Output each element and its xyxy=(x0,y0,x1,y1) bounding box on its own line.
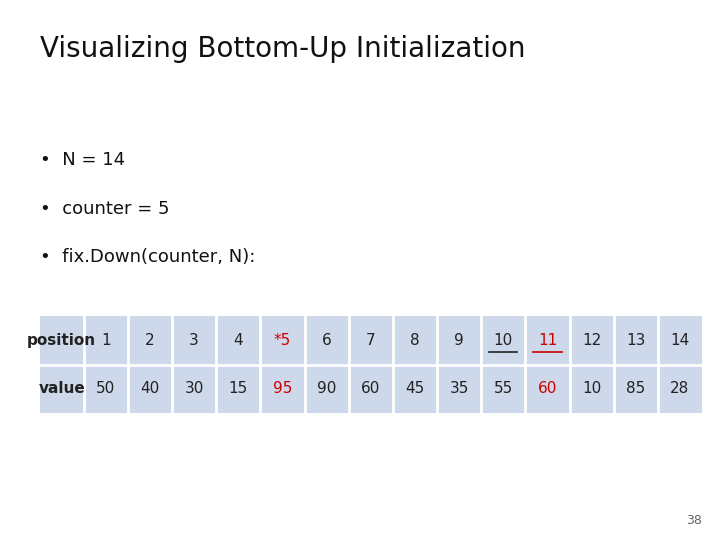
Text: 95: 95 xyxy=(273,381,292,396)
FancyBboxPatch shape xyxy=(84,316,128,364)
Text: 4: 4 xyxy=(233,333,243,348)
Text: value: value xyxy=(38,381,85,396)
Text: 1: 1 xyxy=(101,333,111,348)
FancyBboxPatch shape xyxy=(393,316,437,364)
Text: 55: 55 xyxy=(494,381,513,396)
Text: •  counter = 5: • counter = 5 xyxy=(40,200,169,218)
FancyBboxPatch shape xyxy=(216,316,261,364)
Text: •  N = 14: • N = 14 xyxy=(40,151,125,169)
FancyBboxPatch shape xyxy=(40,364,84,413)
FancyBboxPatch shape xyxy=(84,364,128,413)
FancyBboxPatch shape xyxy=(172,364,216,413)
Text: 50: 50 xyxy=(96,381,115,396)
FancyBboxPatch shape xyxy=(305,364,348,413)
FancyBboxPatch shape xyxy=(40,316,84,364)
FancyBboxPatch shape xyxy=(437,364,481,413)
FancyBboxPatch shape xyxy=(481,316,526,364)
Text: 38: 38 xyxy=(686,514,702,526)
Text: 60: 60 xyxy=(361,381,380,396)
FancyBboxPatch shape xyxy=(348,364,393,413)
FancyBboxPatch shape xyxy=(261,316,305,364)
Text: 30: 30 xyxy=(184,381,204,396)
FancyBboxPatch shape xyxy=(526,316,570,364)
Text: position: position xyxy=(27,333,96,348)
FancyBboxPatch shape xyxy=(128,316,172,364)
Text: 10: 10 xyxy=(494,333,513,348)
FancyBboxPatch shape xyxy=(613,364,658,413)
FancyBboxPatch shape xyxy=(570,316,613,364)
Text: 90: 90 xyxy=(317,381,336,396)
FancyBboxPatch shape xyxy=(348,316,393,364)
FancyBboxPatch shape xyxy=(526,364,570,413)
FancyBboxPatch shape xyxy=(261,364,305,413)
Text: Visualizing Bottom-Up Initialization: Visualizing Bottom-Up Initialization xyxy=(40,35,525,63)
Text: 10: 10 xyxy=(582,381,601,396)
Text: 3: 3 xyxy=(189,333,199,348)
Text: 60: 60 xyxy=(538,381,557,396)
Text: 13: 13 xyxy=(626,333,645,348)
FancyBboxPatch shape xyxy=(570,364,613,413)
Text: 8: 8 xyxy=(410,333,420,348)
FancyBboxPatch shape xyxy=(658,316,702,364)
Text: 85: 85 xyxy=(626,381,645,396)
Text: 6: 6 xyxy=(322,333,331,348)
Text: 15: 15 xyxy=(229,381,248,396)
Text: 11: 11 xyxy=(538,333,557,348)
Text: 12: 12 xyxy=(582,333,601,348)
Text: 35: 35 xyxy=(449,381,469,396)
Text: 14: 14 xyxy=(670,333,690,348)
FancyBboxPatch shape xyxy=(128,364,172,413)
FancyBboxPatch shape xyxy=(658,364,702,413)
FancyBboxPatch shape xyxy=(393,364,437,413)
Text: 40: 40 xyxy=(140,381,160,396)
Text: 45: 45 xyxy=(405,381,425,396)
FancyBboxPatch shape xyxy=(481,364,526,413)
Text: 9: 9 xyxy=(454,333,464,348)
FancyBboxPatch shape xyxy=(216,364,261,413)
Text: *5: *5 xyxy=(274,333,291,348)
FancyBboxPatch shape xyxy=(613,316,658,364)
Text: 2: 2 xyxy=(145,333,155,348)
Text: 28: 28 xyxy=(670,381,690,396)
Text: •  fix.Down(counter, N):: • fix.Down(counter, N): xyxy=(40,248,255,266)
FancyBboxPatch shape xyxy=(437,316,481,364)
FancyBboxPatch shape xyxy=(172,316,216,364)
FancyBboxPatch shape xyxy=(305,316,348,364)
Text: 7: 7 xyxy=(366,333,376,348)
